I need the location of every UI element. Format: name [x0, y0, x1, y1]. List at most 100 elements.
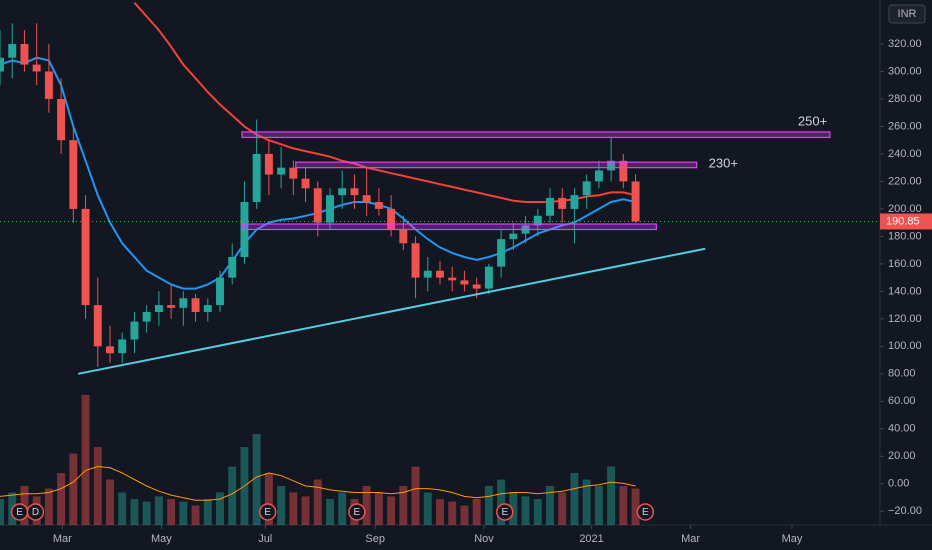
candle-body	[448, 277, 457, 281]
volume-bar	[338, 492, 347, 525]
candle-body	[497, 239, 506, 267]
volume-bar	[448, 501, 457, 525]
candle-body	[44, 71, 53, 99]
volume-bar	[509, 492, 518, 525]
volume-bar	[118, 492, 127, 525]
volume-bar	[570, 473, 579, 525]
volume-bar	[252, 434, 261, 525]
y-tick-label: 280.00	[888, 93, 922, 105]
currency-badge[interactable]	[888, 4, 926, 24]
x-tick-label: May	[151, 533, 172, 545]
candle-body	[399, 229, 408, 244]
candle-body	[142, 311, 151, 322]
event-label[interactable]: D	[32, 507, 39, 518]
y-tick-label: 260.00	[888, 120, 922, 132]
volume-bar	[69, 453, 78, 525]
candle-body	[411, 243, 420, 278]
zone-label: 250+	[798, 113, 827, 128]
candle-body	[326, 195, 334, 223]
candle-body	[81, 208, 90, 306]
candle-body	[594, 170, 603, 182]
volume-bar	[264, 473, 273, 525]
zone	[295, 161, 698, 169]
candle-body	[374, 202, 383, 209]
event-label[interactable]: E	[501, 507, 508, 518]
candle-body	[179, 298, 188, 308]
x-tick-label: Mar	[681, 533, 700, 545]
x-tick-label: 2021	[579, 533, 603, 545]
volume-bar	[93, 447, 102, 525]
volume-bar	[313, 479, 322, 525]
candle-body	[533, 215, 542, 226]
candle-body	[203, 305, 212, 312]
x-tick-label: Mar	[53, 533, 72, 545]
event-label[interactable]: E	[16, 507, 23, 518]
event-marker[interactable]	[496, 503, 514, 521]
candle-body	[570, 195, 579, 209]
volume-bar	[411, 466, 420, 525]
event-label[interactable]: E	[354, 507, 361, 518]
event-label[interactable]: E	[264, 507, 271, 518]
candle-body	[338, 188, 347, 196]
volume-bar	[44, 488, 53, 525]
volume-bar	[374, 492, 383, 525]
volume-bar	[521, 496, 530, 525]
volume-bar	[106, 479, 114, 525]
candle-body	[546, 197, 554, 216]
volume-bar	[191, 505, 200, 525]
x-tick-label: Jul	[258, 533, 272, 545]
volume-bar	[362, 486, 371, 525]
event-marker[interactable]	[348, 503, 366, 521]
candle-body	[509, 233, 518, 240]
event-marker[interactable]	[258, 503, 277, 521]
volume-bar	[154, 496, 163, 525]
volume-bar	[423, 492, 432, 525]
volume-ma-line	[0, 465, 636, 501]
volume-bar	[81, 395, 90, 525]
candle-body	[301, 178, 310, 189]
y-tick-label: 240.00	[888, 148, 922, 160]
y-tick-label: 140.00	[888, 285, 922, 297]
volume-bar	[130, 499, 139, 525]
trendline	[78, 247, 706, 375]
volume-bar	[582, 479, 591, 525]
y-tick-label: 180.00	[888, 230, 922, 242]
candle-body	[631, 181, 640, 222]
candle-body	[607, 160, 616, 171]
candle-body	[0, 57, 4, 72]
candle-body	[167, 305, 176, 308]
y-tick-label: 80.00	[888, 368, 916, 380]
y-tick-label: 20.00	[888, 450, 916, 462]
x-tick-label: Sep	[365, 533, 385, 545]
y-tick-label: 200.00	[888, 203, 922, 215]
plot-area: 250+ 230+	[0, 2, 831, 525]
candle-body	[472, 284, 481, 289]
candle-body	[313, 188, 322, 223]
y-tick-label: 300.00	[888, 65, 922, 77]
event-marker[interactable]	[26, 503, 45, 521]
currency[interactable]: INR	[898, 8, 917, 20]
event-marker[interactable]	[636, 503, 655, 521]
y-tick-label: 60.00	[888, 395, 916, 407]
candle-body	[8, 43, 17, 58]
candle-body	[582, 181, 591, 196]
candle-body	[619, 160, 628, 182]
volume-bar	[0, 499, 4, 525]
candle-body	[130, 321, 139, 340]
volume-bar	[289, 492, 298, 525]
volume-bar	[203, 499, 212, 525]
x-tick-label: May	[782, 533, 803, 545]
candle-body	[277, 167, 286, 175]
y-tick-label: 0.00	[888, 478, 909, 490]
last-price-label: 190.85	[886, 215, 920, 227]
volume-bar	[460, 505, 469, 525]
volume-bar	[533, 499, 542, 525]
volume-bar	[497, 479, 506, 525]
zone	[241, 131, 831, 139]
event-label[interactable]: E	[642, 507, 649, 518]
volume-bar	[277, 486, 286, 525]
y-tick-label: 100.00	[888, 340, 922, 352]
candle-body	[436, 270, 444, 278]
candle-body	[20, 43, 29, 65]
candle-body	[93, 305, 102, 347]
